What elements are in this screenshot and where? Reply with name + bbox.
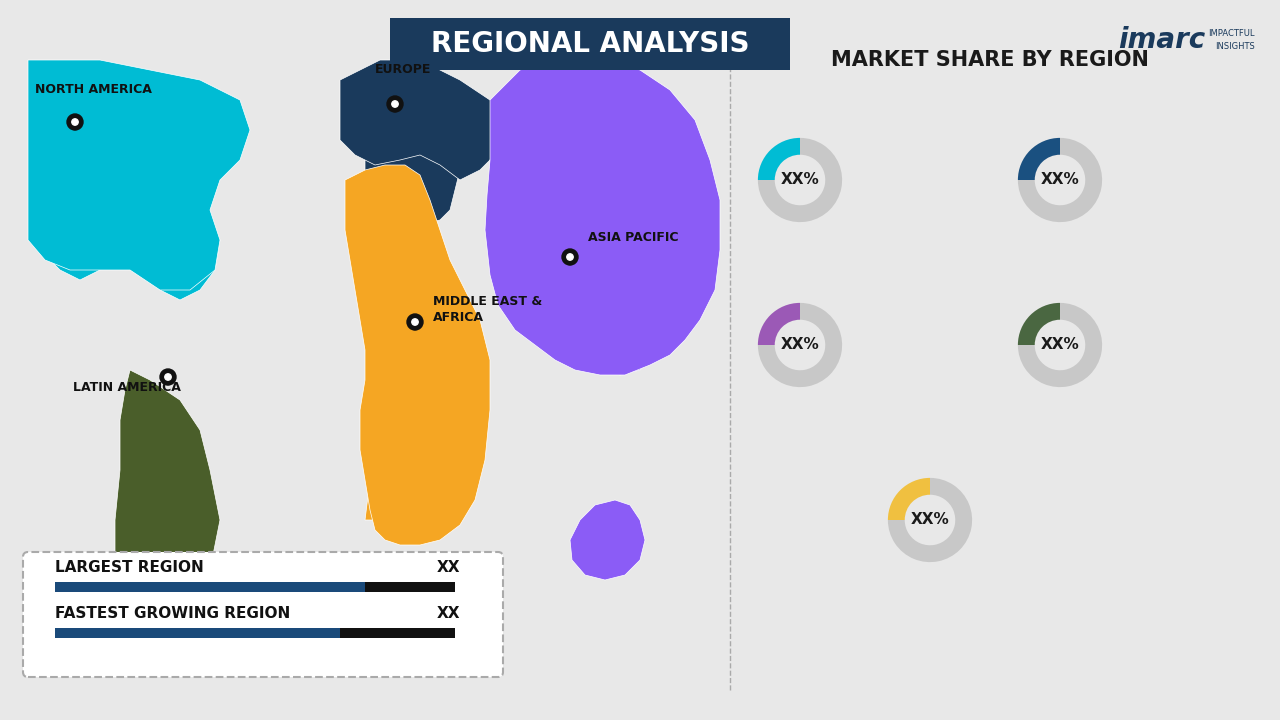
Text: XX%: XX% xyxy=(781,173,819,187)
Wedge shape xyxy=(1018,138,1060,180)
Circle shape xyxy=(412,319,419,325)
Polygon shape xyxy=(70,122,79,130)
FancyBboxPatch shape xyxy=(55,582,454,592)
Text: XX%: XX% xyxy=(910,513,950,528)
FancyBboxPatch shape xyxy=(390,18,790,70)
Wedge shape xyxy=(1018,303,1060,345)
FancyBboxPatch shape xyxy=(340,628,454,638)
Text: LATIN AMERICA: LATIN AMERICA xyxy=(73,381,180,394)
FancyBboxPatch shape xyxy=(55,628,340,638)
Polygon shape xyxy=(485,60,719,375)
Circle shape xyxy=(392,101,398,107)
Text: imarc: imarc xyxy=(1117,26,1204,54)
Circle shape xyxy=(562,249,579,265)
Polygon shape xyxy=(365,320,480,525)
Circle shape xyxy=(165,374,172,380)
Text: FASTEST GROWING REGION: FASTEST GROWING REGION xyxy=(55,606,291,621)
Polygon shape xyxy=(365,130,460,225)
Wedge shape xyxy=(758,303,800,345)
FancyBboxPatch shape xyxy=(55,628,454,638)
Text: EUROPE: EUROPE xyxy=(375,63,431,76)
Polygon shape xyxy=(488,130,669,375)
Wedge shape xyxy=(758,138,800,180)
Circle shape xyxy=(567,254,573,260)
Polygon shape xyxy=(410,322,420,330)
Text: IMPACTFUL
INSIGHTS: IMPACTFUL INSIGHTS xyxy=(1208,30,1254,50)
FancyBboxPatch shape xyxy=(365,582,454,592)
Text: XX%: XX% xyxy=(1041,338,1079,353)
Text: XX%: XX% xyxy=(1041,173,1079,187)
Polygon shape xyxy=(390,104,399,112)
Wedge shape xyxy=(1018,138,1102,222)
Text: XX: XX xyxy=(436,606,460,621)
Wedge shape xyxy=(888,478,931,520)
Wedge shape xyxy=(888,478,972,562)
Polygon shape xyxy=(570,500,645,580)
Polygon shape xyxy=(340,60,509,180)
Circle shape xyxy=(67,114,83,130)
Text: LARGEST REGION: LARGEST REGION xyxy=(55,560,204,575)
Text: REGIONAL ANALYSIS: REGIONAL ANALYSIS xyxy=(431,30,749,58)
Wedge shape xyxy=(758,138,842,222)
Wedge shape xyxy=(758,303,842,387)
Wedge shape xyxy=(1018,303,1102,387)
Text: MIDDLE EAST &
AFRICA: MIDDLE EAST & AFRICA xyxy=(433,295,543,324)
Polygon shape xyxy=(164,377,173,385)
Polygon shape xyxy=(28,60,250,290)
Polygon shape xyxy=(115,370,220,670)
Text: NORTH AMERICA: NORTH AMERICA xyxy=(35,83,152,96)
FancyBboxPatch shape xyxy=(23,552,503,677)
Polygon shape xyxy=(566,257,575,265)
Text: XX%: XX% xyxy=(781,338,819,353)
Polygon shape xyxy=(29,120,220,300)
Polygon shape xyxy=(346,165,490,545)
Circle shape xyxy=(407,314,422,330)
Text: ASIA PACIFIC: ASIA PACIFIC xyxy=(588,231,678,244)
Circle shape xyxy=(160,369,177,385)
Text: XX: XX xyxy=(436,560,460,575)
FancyBboxPatch shape xyxy=(55,582,365,592)
Circle shape xyxy=(387,96,403,112)
Polygon shape xyxy=(29,70,220,190)
Circle shape xyxy=(72,119,78,125)
Text: MARKET SHARE BY REGION: MARKET SHARE BY REGION xyxy=(831,50,1149,70)
